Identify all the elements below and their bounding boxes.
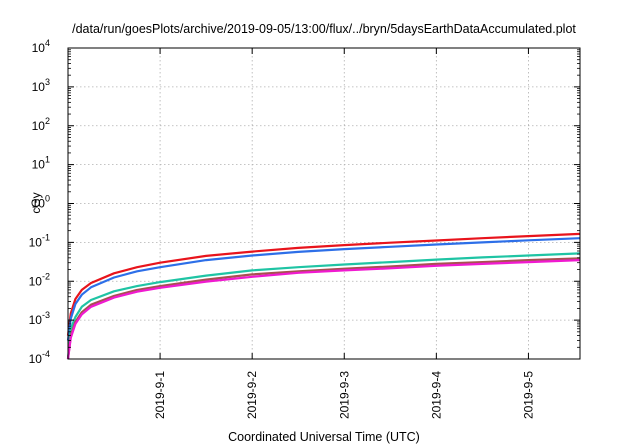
y-tick-exponent: -2	[42, 271, 50, 281]
x-tick-label: 2019-9-1	[153, 371, 167, 419]
y-tick-exponent: 3	[45, 77, 50, 87]
grid	[68, 48, 580, 359]
y-axis-label: cGy	[29, 192, 43, 213]
x-tick-label: 2019-9-2	[245, 371, 259, 419]
y-tick-label: 104	[32, 38, 50, 55]
series-line-1	[66, 232, 581, 336]
x-tick-label: 2019-9-3	[337, 371, 351, 419]
chart-title: /data/run/goesPlots/archive/2019-09-05/1…	[72, 22, 576, 36]
data-series	[66, 232, 581, 360]
y-tick-exponent: -4	[42, 349, 50, 359]
series-line-2	[66, 237, 581, 341]
y-tick-label: 10-1	[29, 232, 50, 249]
y-tick-exponent: 0	[45, 194, 50, 204]
y-tick-exponent: 2	[45, 116, 50, 126]
y-tick-label: 10-4	[29, 349, 50, 366]
y-tick-label: 10-3	[29, 310, 50, 327]
x-axis: 2019-9-1 2019-9-2 2019-9-3 2019-9-4 2019-9-5	[153, 48, 535, 419]
y-tick-label: 103	[32, 77, 50, 94]
y-tick-label: 10-2	[29, 271, 50, 288]
y-tick-label: 102	[32, 116, 50, 133]
y-tick-exponent: 1	[45, 155, 50, 165]
y-tick-exponent: -3	[42, 310, 50, 320]
y-tick-label: 101	[32, 155, 50, 172]
series-line-5	[66, 259, 581, 360]
series-line-3	[66, 252, 581, 360]
x-axis-label: Coordinated Universal Time (UTC)	[228, 430, 420, 444]
y-tick-exponent: -1	[42, 232, 50, 242]
series-line-4	[66, 257, 581, 360]
x-tick-label: 2019-9-4	[429, 371, 443, 419]
x-tick-label: 2019-9-5	[521, 371, 535, 419]
y-tick-exponent: 4	[45, 38, 50, 48]
